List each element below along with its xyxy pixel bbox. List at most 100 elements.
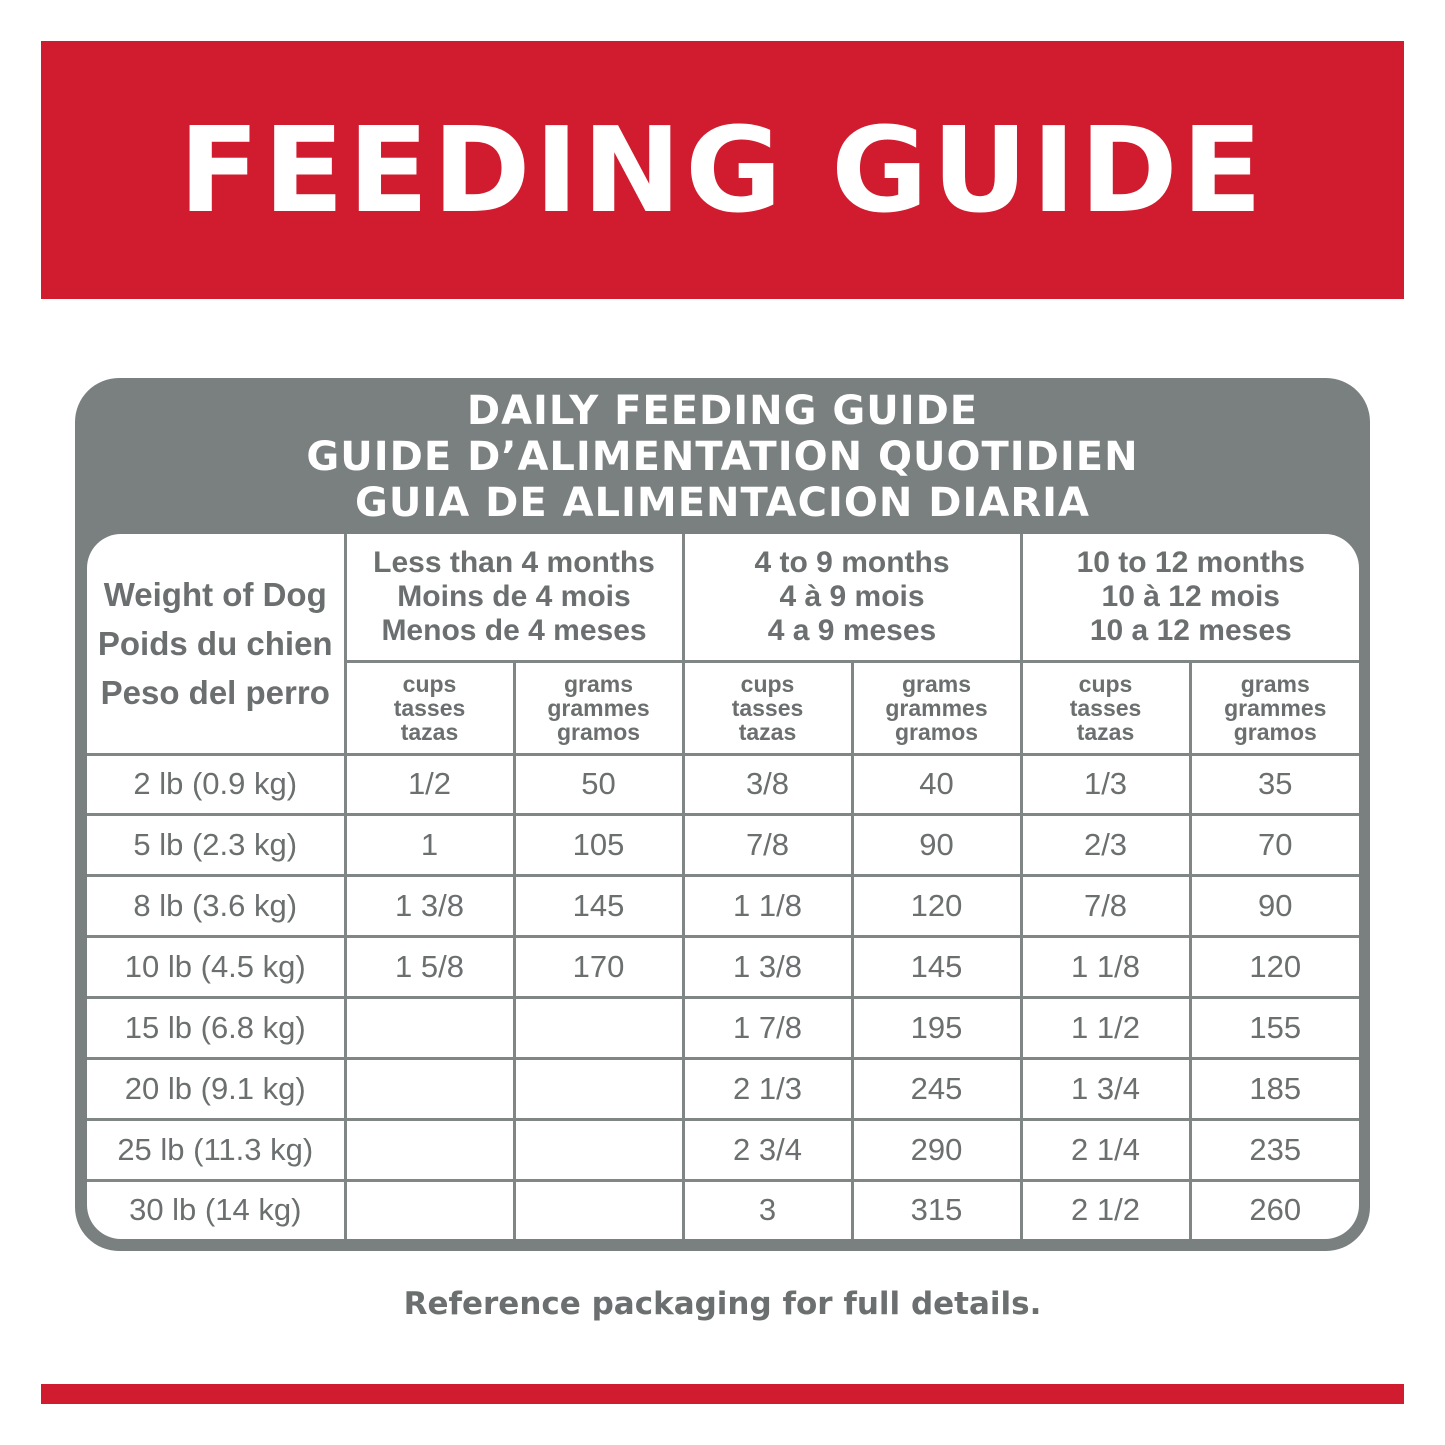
unit-header-grams: grams grammes gramos	[850, 659, 1023, 756]
cups-cell: 3	[681, 1178, 854, 1239]
cups-cell: 1/3	[1019, 752, 1192, 817]
weight-cell: 8 lb (3.6 kg)	[87, 874, 347, 939]
grams-cell: 90	[1188, 874, 1359, 939]
age-label-fr: Moins de 4 mois	[397, 579, 631, 613]
grams-cell: 170	[512, 935, 685, 1000]
weight-cell: 20 lb (9.1 kg)	[87, 1057, 347, 1121]
unit-label: grams	[563, 670, 634, 697]
grams-cell: 290	[850, 1117, 1023, 1182]
grams-cell: 35	[1188, 752, 1359, 817]
cups-cell: 2 1/2	[1019, 1178, 1192, 1239]
unit-label: tazas	[738, 718, 797, 745]
age-label-es: Menos de 4 meses	[381, 613, 647, 647]
table-row: 10 lb (4.5 kg) 1 5/8 170 1 3/8 145 1 1/8 120	[87, 935, 1359, 1000]
table-row: 8 lb (3.6 kg) 1 3/8 145 1 1/8 120 7/8 90	[87, 874, 1359, 939]
weight-cell: 10 lb (4.5 kg)	[87, 935, 347, 1000]
cups-cell	[343, 996, 516, 1061]
weight-cell: 15 lb (6.8 kg)	[87, 996, 347, 1061]
grams-cell: 105	[512, 813, 685, 878]
unit-label: tazas	[1076, 718, 1135, 745]
weight-header-es: Peso del perro	[100, 673, 330, 711]
unit-label: gramos	[1233, 718, 1317, 745]
cups-cell	[343, 1117, 516, 1182]
cups-cell: 1 3/8	[681, 935, 854, 1000]
age-label-en: 10 to 12 months	[1076, 545, 1305, 579]
grams-cell: 120	[850, 874, 1023, 939]
grams-cell	[512, 1057, 685, 1121]
banner-title: FEEDING GUIDE	[178, 101, 1267, 239]
card-title: DAILY FEEDING GUIDE GUIDE D’ALIMENTATION…	[75, 388, 1370, 526]
unit-label: gramos	[556, 718, 641, 745]
unit-label: grammes	[885, 694, 988, 721]
cups-cell: 1 3/4	[1019, 1057, 1192, 1121]
card-title-es: GUIA DE ALIMENTACION DIARIA	[355, 480, 1090, 526]
grams-cell: 260	[1188, 1178, 1359, 1239]
weight-cell: 25 lb (11.3 kg)	[87, 1117, 347, 1182]
cups-cell: 2 1/4	[1019, 1117, 1192, 1182]
feeding-table: Weight of Dog Poids du chien Peso del pe…	[87, 534, 1359, 1239]
cups-cell: 7/8	[1019, 874, 1192, 939]
weight-cell: 5 lb (2.3 kg)	[87, 813, 347, 878]
grams-cell: 50	[512, 752, 685, 817]
cups-cell: 1	[343, 813, 516, 878]
cups-cell: 2/3	[1019, 813, 1192, 878]
cups-cell: 1 7/8	[681, 996, 854, 1061]
age-label-en: 4 to 9 months	[754, 545, 950, 579]
age-label-fr: 10 à 12 mois	[1101, 579, 1280, 613]
age-header-10-to-12: 10 to 12 months 10 à 12 mois 10 a 12 mes…	[1019, 534, 1359, 663]
grams-cell: 315	[850, 1178, 1023, 1239]
feeding-guide-card: DAILY FEEDING GUIDE GUIDE D’ALIMENTATION…	[75, 378, 1370, 1251]
age-header-4-to-9: 4 to 9 months 4 à 9 mois 4 a 9 meses	[681, 534, 1023, 663]
unit-label: grams	[1240, 670, 1310, 697]
unit-label: gramos	[894, 718, 979, 745]
card-title-en: DAILY FEEDING GUIDE	[466, 388, 979, 434]
cups-cell: 2 1/3	[681, 1057, 854, 1121]
weight-header-fr: Poids du chien	[97, 624, 333, 662]
grams-cell	[512, 1117, 685, 1182]
cups-cell: 1 1/8	[681, 874, 854, 939]
weight-cell: 30 lb (14 kg)	[87, 1178, 347, 1239]
unit-label: tazas	[400, 718, 459, 745]
age-header-under-4: Less than 4 months Moins de 4 mois Menos…	[343, 534, 685, 663]
unit-header-cups: cups tasses tazas	[1019, 659, 1192, 756]
table-row: 25 lb (11.3 kg) 2 3/4 290 2 1/4 235	[87, 1117, 1359, 1182]
unit-label: cups	[740, 670, 795, 697]
cups-cell: 1 1/8	[1019, 935, 1192, 1000]
card-title-fr: GUIDE D’ALIMENTATION QUOTIDIEN	[306, 434, 1139, 480]
grams-cell: 195	[850, 996, 1023, 1061]
grams-cell: 145	[850, 935, 1023, 1000]
grams-cell: 245	[850, 1057, 1023, 1121]
cups-cell: 2 3/4	[681, 1117, 854, 1182]
grams-cell: 145	[512, 874, 685, 939]
age-header-row: Weight of Dog Poids du chien Peso del pe…	[87, 534, 1359, 756]
cups-cell: 1/2	[343, 752, 516, 817]
bottom-red-bar	[41, 1384, 1404, 1404]
cups-cell	[343, 1178, 516, 1239]
cups-cell: 3/8	[681, 752, 854, 817]
age-label-es: 10 a 12 meses	[1089, 613, 1292, 647]
unit-label: grammes	[1224, 694, 1327, 721]
grams-cell: 235	[1188, 1117, 1359, 1182]
unit-label: grammes	[547, 694, 650, 721]
cups-cell: 7/8	[681, 813, 854, 878]
unit-header-grams: grams grammes gramos	[1188, 659, 1359, 756]
grams-cell: 185	[1188, 1057, 1359, 1121]
unit-label: tasses	[393, 694, 466, 721]
grams-cell: 90	[850, 813, 1023, 878]
cups-cell: 1 3/8	[343, 874, 516, 939]
age-label-en: Less than 4 months	[373, 545, 655, 579]
grams-cell: 155	[1188, 996, 1359, 1061]
unit-label: tasses	[731, 694, 804, 721]
table-row: 30 lb (14 kg) 3 315 2 1/2 260	[87, 1178, 1359, 1239]
age-label-es: 4 a 9 meses	[767, 613, 937, 647]
cups-cell: 1 5/8	[343, 935, 516, 1000]
cups-cell	[343, 1057, 516, 1121]
unit-label: grams	[901, 670, 972, 697]
table-row: 5 lb (2.3 kg) 1 105 7/8 90 2/3 70	[87, 813, 1359, 878]
grams-cell	[512, 1178, 685, 1239]
weight-header-en: Weight of Dog	[103, 575, 327, 613]
age-label-fr: 4 à 9 mois	[779, 579, 925, 613]
unit-label: cups	[1078, 670, 1133, 697]
grams-cell: 70	[1188, 813, 1359, 878]
header-banner: FEEDING GUIDE	[41, 41, 1404, 299]
